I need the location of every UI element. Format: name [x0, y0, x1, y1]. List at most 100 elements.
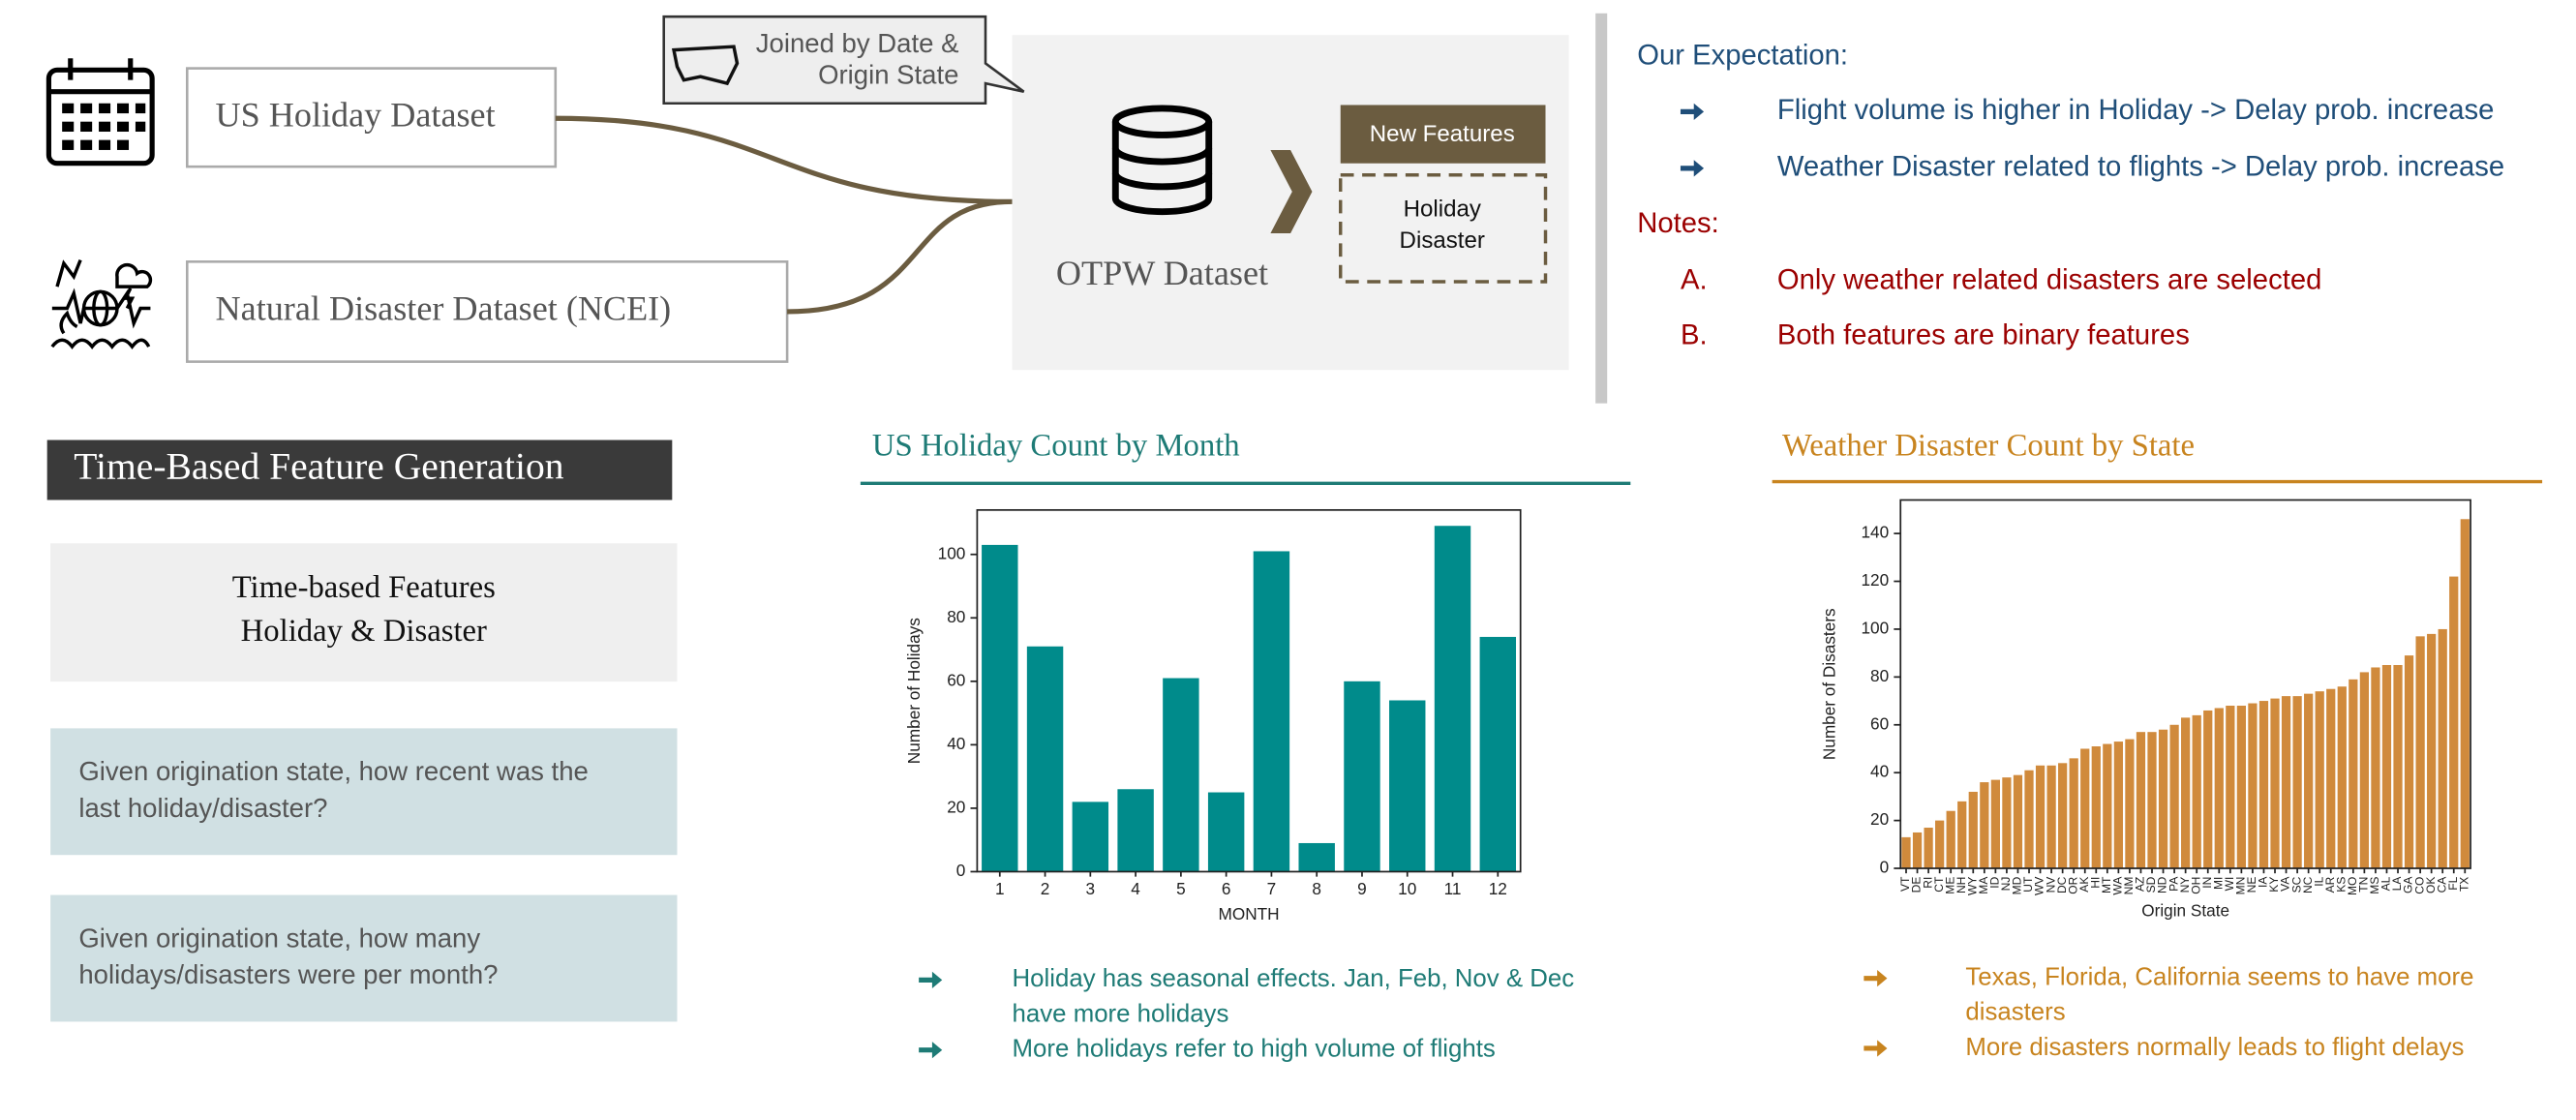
x-tick-label: WI: [2223, 877, 2236, 892]
bar: [2002, 777, 2012, 869]
chart-note: disasters: [1965, 999, 2065, 1026]
bar: [982, 544, 1018, 872]
bar: [2214, 708, 2224, 869]
x-tick-label: ID: [1988, 876, 2002, 888]
bar: [2046, 765, 2056, 869]
bar: [2203, 710, 2213, 869]
x-tick-label: NJ: [1999, 877, 2013, 892]
x-tick-label: NV: [2044, 877, 2057, 893]
bar: [2035, 765, 2046, 869]
x-tick-label: MO: [2346, 877, 2359, 895]
y-tick-label: 60: [1870, 713, 1889, 733]
x-tick-label: OR: [2066, 876, 2079, 893]
y-tick-label: 20: [1870, 809, 1889, 829]
bullet-arrow: [1680, 160, 1705, 177]
x-tick-label: MN: [2234, 877, 2248, 895]
x-tick-label: TN: [2357, 877, 2371, 893]
x-tick-label: MT: [2100, 876, 2113, 893]
bar: [1968, 791, 1978, 869]
expectation-item: Flight volume is higher in Holiday -> De…: [1777, 95, 2495, 126]
x-tick-label: 11: [1444, 879, 1462, 898]
calendar-grid: [62, 103, 146, 150]
chart-note: have more holidays: [1013, 1000, 1229, 1027]
x-tick-label: OK: [2424, 877, 2438, 893]
x-tick-label: 3: [1086, 879, 1096, 898]
bar: [2371, 667, 2380, 869]
y-tick-label: 40: [947, 734, 965, 753]
x-tick-label: DE: [1910, 877, 1924, 893]
bar: [2226, 706, 2235, 869]
bar: [2404, 655, 2414, 869]
bar: [1935, 820, 1945, 869]
x-tick-label: CA: [2435, 876, 2448, 893]
connector: [555, 115, 1013, 315]
x-tick-label: WA: [2111, 876, 2125, 895]
feature-item: Holiday: [1404, 196, 1481, 222]
x-tick-label: AL: [2379, 876, 2393, 891]
question-line: last holiday/disaster?: [78, 793, 327, 823]
x-axis-label: Origin State: [2141, 900, 2229, 920]
y-tick-label: 0: [1880, 858, 1890, 877]
question-line: holidays/disasters were per month?: [78, 959, 498, 989]
source-box: [186, 67, 558, 168]
bar: [1946, 810, 1955, 869]
database-icon: [1111, 105, 1213, 216]
source-label: Natural Disaster Dataset (NCEI): [216, 288, 672, 327]
x-tick-label: SD: [2144, 876, 2158, 893]
section-header: [46, 439, 673, 500]
x-tick-label: SC: [2289, 876, 2303, 893]
x-tick-label: NY: [2178, 877, 2192, 893]
bar: [2337, 686, 2347, 869]
bar: [2192, 714, 2201, 869]
join-note: Joined by Date &: [756, 28, 959, 58]
note-text: Only weather related disasters are selec…: [1777, 265, 2322, 296]
bar: [2349, 679, 2358, 869]
x-tick-label: LA: [2390, 876, 2404, 892]
x-tick-label: 8: [1312, 879, 1321, 898]
target-label: OTPW Dataset: [1056, 254, 1268, 292]
x-tick-label: NC: [2301, 876, 2315, 893]
chart-title: US Holiday Count by Month: [872, 429, 1240, 464]
note-text: Both features are binary features: [1777, 320, 2190, 351]
section-title: Time-Based Feature Generation: [74, 445, 564, 488]
bar: [2438, 628, 2447, 869]
x-tick-label: CT: [1932, 876, 1946, 893]
bar: [1479, 636, 1517, 872]
bar: [2147, 732, 2157, 869]
x-tick-label: MD: [2011, 876, 2024, 894]
y-tick-label: 100: [938, 543, 966, 562]
x-tick-label: WV: [2033, 877, 2046, 895]
bar: [1901, 836, 1911, 869]
bar: [2013, 774, 2023, 869]
x-tick-label: GA: [2402, 876, 2415, 893]
bar: [2315, 691, 2324, 869]
question-card: [50, 728, 678, 856]
x-tick-label: PA: [2167, 876, 2180, 892]
bar: [2181, 717, 2191, 869]
y-tick-label: 80: [1870, 666, 1889, 685]
x-tick-label: OH: [2189, 877, 2202, 894]
bar: [1389, 700, 1426, 872]
bar: [2103, 743, 2112, 869]
plot-frame: [976, 508, 1522, 873]
y-tick-label: 20: [947, 797, 965, 816]
x-tick-label: VA: [2279, 876, 2292, 892]
y-tick-label: 120: [1861, 570, 1889, 590]
x-tick-label: KS: [2334, 877, 2348, 893]
feature-card: [50, 543, 678, 682]
bar: [1026, 646, 1064, 872]
x-tick-label: 5: [1176, 879, 1186, 898]
x-tick-label: MS: [2368, 877, 2381, 894]
y-tick-label: 80: [947, 607, 965, 626]
bar: [2258, 701, 2269, 869]
chart-note: More disasters normally leads to flight …: [1965, 1034, 2464, 1061]
join-note: Origin State: [818, 59, 958, 89]
y-tick-label: 40: [1870, 762, 1889, 781]
bar: [2270, 698, 2280, 869]
chart-note: Holiday has seasonal effects. Jan, Feb, …: [1013, 965, 1575, 992]
bar: [2248, 703, 2258, 869]
map-icon: [671, 45, 740, 86]
x-tick-label: IL: [2312, 876, 2325, 886]
x-tick-label: NH: [1955, 877, 1968, 893]
